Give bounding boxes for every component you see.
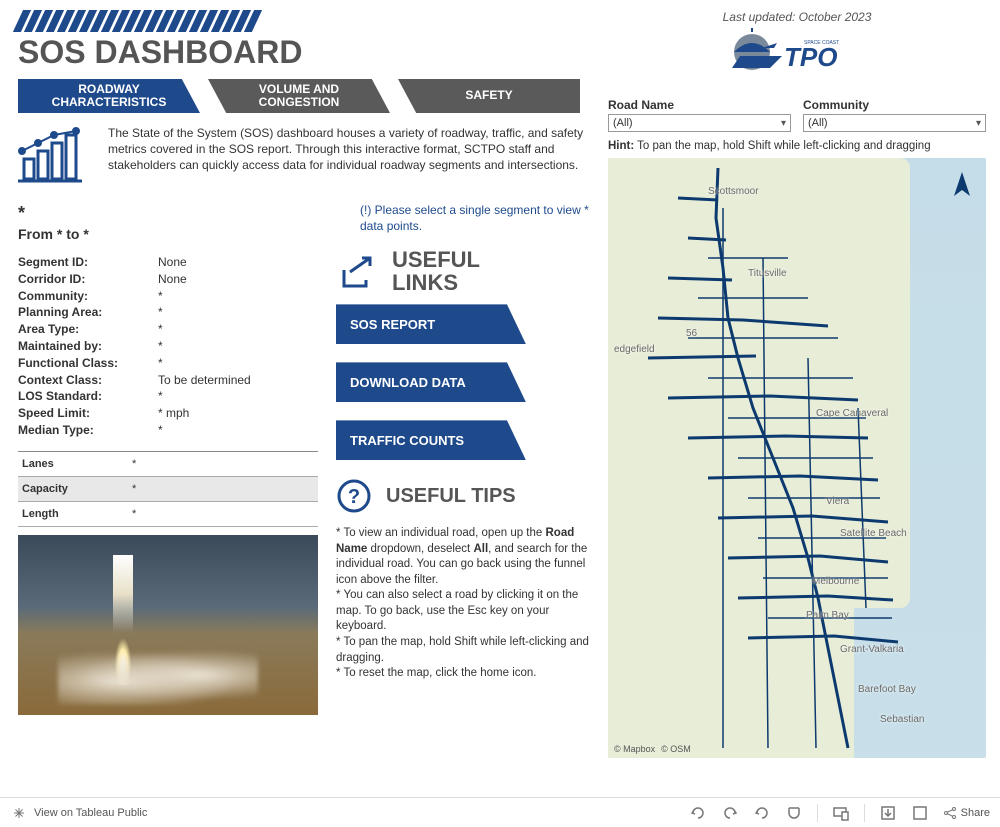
table-row: Length*: [18, 502, 318, 527]
map-label: Palm Bay: [806, 610, 849, 621]
share-button[interactable]: Share: [943, 806, 990, 820]
table-row: Capacity*: [18, 477, 318, 502]
tableau-toolbar: View on Tableau Public Share: [0, 797, 1000, 827]
question-icon: ?: [336, 478, 372, 514]
select-segment-warning: (!) Please select a single segment to vi…: [336, 203, 590, 234]
map[interactable]: Scottsmoor Titusville edgefield 56 Cape Cana…: [608, 158, 986, 758]
segment-header: *: [18, 203, 318, 224]
road-name-dropdown[interactable]: (All): [608, 114, 791, 132]
map-label: edgefield: [614, 344, 655, 355]
svg-text:?: ?: [348, 486, 360, 508]
traffic-counts-button[interactable]: TRAFFIC COUNTS: [336, 420, 526, 460]
tab-roadway-characteristics[interactable]: ROADWAYCHARACTERISTICS: [18, 79, 200, 113]
map-label: Satellite Beach: [840, 528, 907, 539]
fullscreen-icon[interactable]: [911, 804, 929, 822]
community-label: Community: [803, 98, 986, 112]
map-label: Sebastian: [880, 714, 924, 725]
data-rows: Lanes* Capacity* Length*: [18, 451, 318, 527]
tpo-logo: TPO SPACE COAST: [722, 28, 872, 78]
last-updated: Last updated: October 2023: [608, 10, 986, 24]
map-label: Melbourne: [812, 576, 859, 587]
segment-details: Segment ID:None Corridor ID:None Communi…: [18, 254, 318, 439]
map-label: Grant-Valkaria: [840, 644, 904, 655]
road-name-label: Road Name: [608, 98, 791, 112]
table-row: Lanes*: [18, 452, 318, 477]
page-title: SOS DASHBOARD: [18, 34, 590, 71]
map-label: Viera: [826, 496, 849, 507]
tabs: ROADWAYCHARACTERISTICS VOLUME ANDCONGEST…: [18, 79, 590, 113]
map-label: Barefoot Bay: [858, 684, 916, 695]
tab-safety[interactable]: SAFETY: [398, 79, 580, 113]
map-label: Scottsmoor: [708, 186, 759, 197]
compass-icon: [950, 170, 974, 200]
chart-icon: [18, 125, 92, 185]
tab-volume-congestion[interactable]: VOLUME ANDCONGESTION: [208, 79, 390, 113]
share-icon: [336, 250, 378, 292]
tableau-logo-icon[interactable]: [10, 804, 28, 822]
sos-report-button[interactable]: SOS REPORT: [336, 304, 526, 344]
svg-text:SPACE COAST: SPACE COAST: [804, 40, 839, 46]
map-hint: Hint: To pan the map, hold Shift while l…: [608, 140, 986, 152]
download-icon[interactable]: [879, 804, 897, 822]
undo-icon[interactable]: [689, 804, 707, 822]
map-label: Cape Canaveral: [816, 408, 888, 419]
decorative-hashes: [18, 10, 590, 32]
map-label: Titusville: [748, 268, 787, 279]
device-icon[interactable]: [832, 804, 850, 822]
intro-text: The State of the System (SOS) dashboard …: [108, 125, 590, 185]
map-attribution: © Mapbox© OSM: [614, 744, 697, 754]
map-label: 56: [686, 328, 697, 339]
redo-icon[interactable]: [721, 804, 739, 822]
svg-text:TPO: TPO: [784, 42, 837, 72]
refresh-icon[interactable]: [785, 804, 803, 822]
segment-from-to: From * to *: [18, 226, 318, 242]
segment-photo: [18, 535, 318, 715]
useful-tips-body: * To view an individual road, open up th…: [336, 526, 590, 681]
replay-icon[interactable]: [753, 804, 771, 822]
view-on-tableau[interactable]: View on Tableau Public: [34, 807, 147, 819]
community-dropdown[interactable]: (All): [803, 114, 986, 132]
download-data-button[interactable]: DOWNLOAD DATA: [336, 362, 526, 402]
useful-tips-title: USEFUL TIPS: [386, 485, 516, 508]
useful-links-title: USEFULLINKS: [392, 248, 480, 294]
